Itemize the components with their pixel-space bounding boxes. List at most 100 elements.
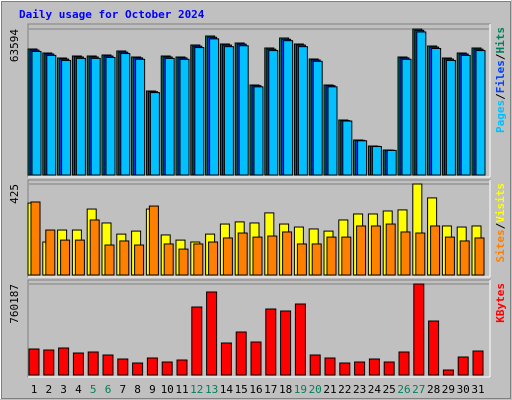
bar <box>194 47 205 176</box>
x-tick-label: 29 <box>442 383 455 396</box>
bar <box>368 358 380 376</box>
legend: KBytes <box>494 283 507 323</box>
bar <box>223 46 234 176</box>
legend-separator: / <box>494 53 507 60</box>
bar <box>265 308 277 376</box>
legend: Sites/Visits <box>494 183 507 263</box>
bar <box>31 50 42 176</box>
bar <box>472 350 484 376</box>
x-tick-label: 20 <box>309 383 322 396</box>
x-tick-label: 27 <box>412 383 425 396</box>
x-tick-label: 26 <box>397 383 410 396</box>
x-tick-label: 2 <box>45 383 52 396</box>
bar <box>339 362 351 376</box>
legend-entry: Files <box>494 60 507 93</box>
bar <box>413 283 425 376</box>
bar <box>280 310 292 376</box>
bar <box>220 342 232 376</box>
bar <box>357 140 368 176</box>
bar <box>341 236 352 276</box>
bar <box>401 58 412 176</box>
bar <box>119 240 130 276</box>
bar <box>28 348 40 376</box>
bar <box>90 57 101 176</box>
x-tick-label: 12 <box>190 383 203 396</box>
bar <box>235 331 247 376</box>
x-tick-label: 14 <box>220 383 234 396</box>
x-tick-label: 22 <box>338 383 351 396</box>
bar <box>385 223 396 276</box>
bar <box>209 38 220 176</box>
legend-entry: Visits <box>494 183 507 223</box>
bar <box>445 59 456 176</box>
bar <box>309 354 321 376</box>
bar <box>416 31 427 176</box>
bar <box>311 243 322 276</box>
bar <box>297 46 308 176</box>
legend-separator: / <box>494 93 507 100</box>
x-tick-label: 9 <box>149 383 156 396</box>
bar <box>178 248 189 276</box>
bar <box>179 58 190 176</box>
bar <box>191 306 203 376</box>
bar <box>176 359 188 376</box>
y-tick-label: 760187 <box>8 284 21 324</box>
bar <box>354 361 366 376</box>
bar <box>30 201 41 276</box>
x-tick-label: 28 <box>427 383 440 396</box>
bar <box>459 240 470 276</box>
bar <box>75 57 86 176</box>
bar <box>398 351 410 376</box>
legend-entry: Sites <box>494 229 507 262</box>
bar <box>238 45 249 176</box>
x-tick-label: 1 <box>31 383 38 396</box>
x-tick-label: 18 <box>279 383 292 396</box>
bar <box>134 244 145 276</box>
legend-entry: Hits <box>494 27 507 54</box>
bar <box>164 57 175 176</box>
x-tick-label: 11 <box>175 383 188 396</box>
bar <box>342 120 353 176</box>
bar <box>132 362 144 376</box>
bar <box>237 232 248 276</box>
bar <box>74 239 85 276</box>
bar <box>442 369 454 376</box>
bar <box>46 54 57 176</box>
bar <box>294 303 306 376</box>
bar <box>430 225 441 276</box>
bar <box>415 232 426 276</box>
bar <box>268 50 279 176</box>
bar <box>148 205 159 276</box>
bar <box>104 244 115 276</box>
bar <box>282 231 293 276</box>
bar <box>400 231 411 276</box>
bar <box>327 86 338 176</box>
x-tick-label: 21 <box>323 383 336 396</box>
bar <box>135 58 146 176</box>
x-tick-label: 19 <box>294 383 307 396</box>
bar <box>193 243 204 276</box>
bar <box>61 59 72 176</box>
bar <box>206 291 218 376</box>
x-tick-label: 6 <box>105 383 112 396</box>
x-tick-label: 7 <box>119 383 126 396</box>
x-tick-label: 16 <box>249 383 262 396</box>
bar <box>60 239 71 276</box>
x-tick-label: 23 <box>353 383 366 396</box>
bar <box>475 50 486 176</box>
bar <box>120 53 131 176</box>
x-tick-label: 4 <box>75 383 82 396</box>
bar <box>267 235 278 276</box>
legend: Pages/Files/Hits <box>494 27 507 133</box>
legend-entry: Pages <box>494 100 507 133</box>
bar <box>296 243 307 276</box>
x-tick-label: 10 <box>161 383 174 396</box>
bar <box>253 86 264 176</box>
bar <box>250 341 262 376</box>
bar <box>312 60 323 176</box>
bar <box>383 361 395 376</box>
bar <box>457 356 469 376</box>
y-tick-label: 425 <box>8 184 21 204</box>
